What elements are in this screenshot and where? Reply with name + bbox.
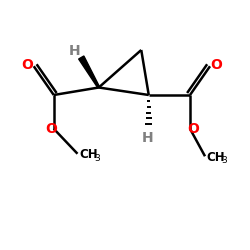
Text: H: H bbox=[69, 44, 81, 58]
Text: O: O bbox=[187, 122, 199, 136]
Text: O: O bbox=[210, 58, 222, 72]
Polygon shape bbox=[79, 56, 100, 88]
Text: O: O bbox=[22, 58, 34, 72]
Text: CH: CH bbox=[80, 148, 98, 162]
Text: H: H bbox=[142, 130, 153, 144]
Text: CH: CH bbox=[206, 151, 225, 164]
Text: 3: 3 bbox=[221, 156, 227, 165]
Text: 3: 3 bbox=[94, 154, 100, 163]
Text: O: O bbox=[45, 122, 57, 136]
